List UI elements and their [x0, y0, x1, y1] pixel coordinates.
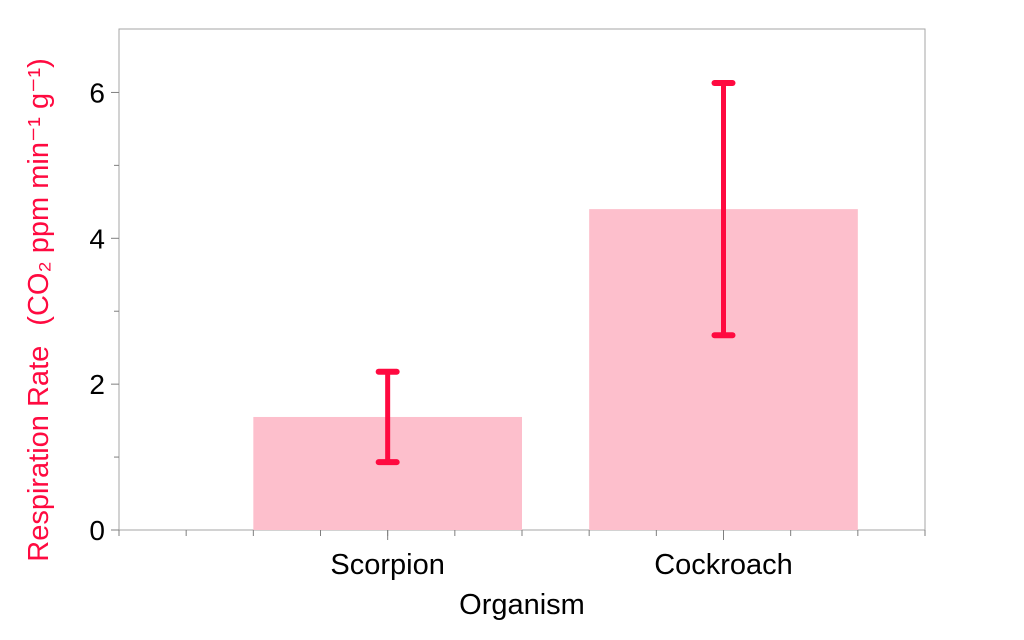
y-tick-label: 4	[89, 223, 105, 254]
y-axis-title: Respiration Rate (CO₂ ppm min⁻¹ g⁻¹)	[23, 58, 55, 562]
labels-group: Scorpion Cockroach 0 2 4 6	[89, 77, 792, 581]
x-tick-label-cockroach: Cockroach	[654, 549, 793, 581]
bars-group	[253, 209, 858, 530]
y-tick-label: 2	[89, 369, 105, 400]
y-tick-label: 6	[89, 77, 105, 108]
axes-group	[111, 91, 926, 540]
x-tick-label-scorpion: Scorpion	[330, 549, 444, 581]
y-axis-title-units: (CO₂ ppm min⁻¹ g⁻¹)	[23, 58, 55, 325]
error-bars-group	[375, 79, 736, 466]
x-axis-title: Organism	[459, 589, 585, 621]
y-axis-title-main: Respiration Rate	[23, 346, 55, 562]
y-tick-label: 0	[89, 515, 105, 546]
